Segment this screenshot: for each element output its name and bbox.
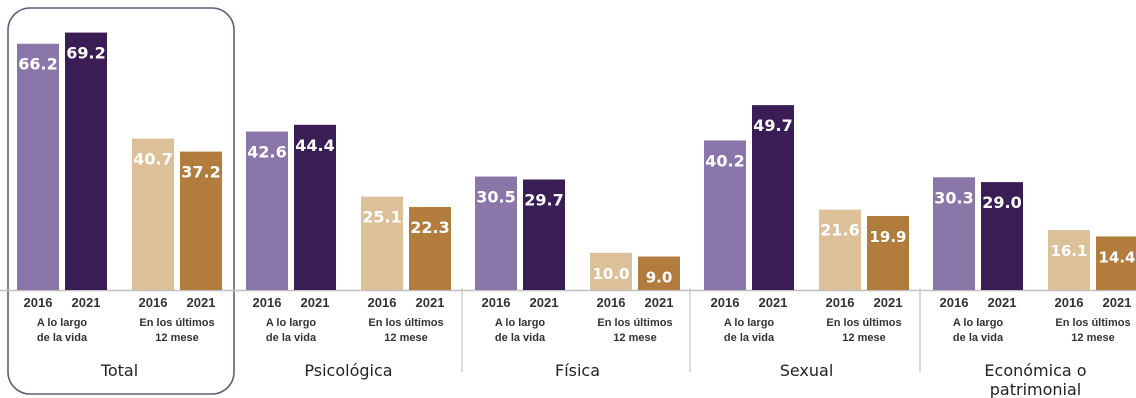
data-label: 29.7	[524, 191, 563, 210]
period-label: A lo largo de la vida	[724, 317, 775, 344]
year-tick-label: 2021	[645, 295, 674, 310]
period-label: A lo largo de la vida	[953, 317, 1004, 344]
year-tick-label: 2021	[988, 295, 1017, 310]
period-label: A lo largo de la vida	[495, 317, 546, 344]
bar	[704, 140, 746, 290]
data-label: 66.2	[18, 55, 57, 74]
year-tick-label: 2016	[940, 295, 969, 310]
category-label: Sexual	[780, 361, 834, 380]
bar	[933, 177, 975, 290]
data-label: 40.2	[705, 151, 744, 170]
total-highlight-frame	[7, 7, 235, 395]
year-tick-label: 2021	[187, 295, 216, 310]
data-label: 37.2	[181, 163, 220, 182]
category-label: Económica o patrimonial	[984, 361, 1086, 398]
data-label: 10.0	[592, 265, 629, 283]
year-tick-label: 2016	[482, 295, 511, 310]
data-label: 19.9	[869, 228, 906, 246]
year-tick-label: 2016	[24, 295, 53, 310]
data-label: 29.0	[982, 193, 1021, 212]
data-label: 22.3	[410, 218, 449, 237]
data-label: 42.6	[247, 143, 286, 162]
period-label: En los últimos 12 mese	[368, 317, 443, 344]
data-label: 16.1	[1050, 242, 1087, 260]
data-label: 21.6	[820, 221, 859, 240]
bar	[819, 209, 861, 290]
period-label: En los últimos 12 mese	[597, 317, 672, 344]
data-label: 25.1	[362, 208, 401, 227]
data-label: 49.7	[753, 116, 792, 135]
year-tick-label: 2021	[530, 295, 559, 310]
year-tick-label: 2016	[597, 295, 626, 310]
bar	[867, 215, 909, 290]
bar	[475, 176, 517, 290]
period-label: En los últimos 12 mese	[826, 317, 901, 344]
bar	[638, 256, 680, 290]
bar	[180, 151, 222, 290]
year-tick-label: 2016	[1055, 295, 1084, 310]
year-tick-label: 2021	[72, 295, 101, 310]
bar	[17, 43, 59, 291]
year-tick-label: 2016	[139, 295, 168, 310]
bar	[361, 196, 403, 290]
data-label: 9.0	[646, 269, 673, 287]
period-label: En los últimos 12 mese	[1055, 317, 1130, 344]
year-tick-label: 2016	[368, 295, 397, 310]
bar	[752, 105, 794, 290]
year-tick-label: 2016	[711, 295, 740, 310]
year-tick-label: 2016	[253, 295, 282, 310]
category-label: Psicológica	[304, 361, 392, 380]
data-label: 30.5	[476, 188, 515, 207]
category-label: Física	[555, 361, 600, 380]
year-tick-label: 2021	[1103, 295, 1132, 310]
year-tick-label: 2016	[826, 295, 855, 310]
bar	[981, 182, 1023, 290]
bar	[132, 138, 174, 290]
bar	[590, 252, 632, 290]
year-tick-label: 2021	[759, 295, 788, 310]
bar	[1096, 236, 1136, 290]
data-label: 40.7	[133, 150, 172, 169]
period-label: A lo largo de la vida	[37, 317, 88, 344]
bar	[65, 32, 107, 291]
year-tick-label: 2021	[874, 295, 903, 310]
bar	[523, 179, 565, 290]
period-label: A lo largo de la vida	[266, 317, 317, 344]
year-tick-label: 2021	[301, 295, 330, 310]
data-label: 44.4	[295, 136, 334, 155]
plot-area: 66.2 2016 69.2 2021 A lo largo de la vida 40.7…	[17, 32, 1136, 398]
category-label: Total	[100, 361, 138, 380]
bar	[246, 131, 288, 290]
year-tick-label: 2021	[416, 295, 445, 310]
data-label: 14.4	[1098, 248, 1135, 266]
bar	[1048, 230, 1090, 290]
bar	[409, 207, 451, 290]
data-label: 30.3	[934, 188, 973, 207]
data-label: 69.2	[66, 44, 105, 63]
period-label: En los últimos 12 mese	[139, 317, 214, 344]
bar	[294, 124, 336, 290]
